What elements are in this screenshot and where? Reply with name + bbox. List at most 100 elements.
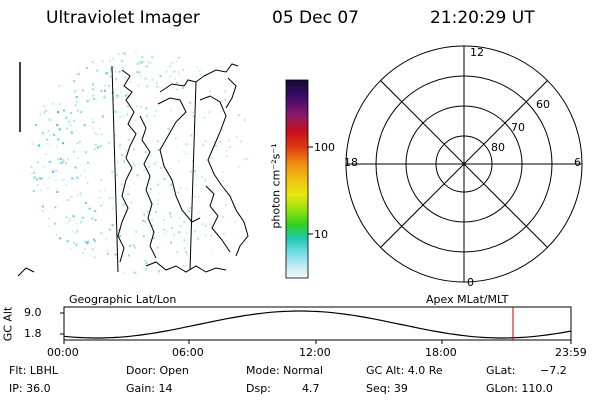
emission-speckle xyxy=(94,210,97,213)
emission-speckle xyxy=(157,202,160,205)
emission-speckle xyxy=(34,96,36,99)
emission-speckle xyxy=(251,230,254,233)
emission-speckle xyxy=(65,50,68,53)
emission-speckle xyxy=(146,115,149,118)
emission-speckle xyxy=(94,219,97,221)
emission-speckle xyxy=(209,223,212,226)
emission-speckle xyxy=(129,245,132,247)
emission-speckle xyxy=(85,50,88,53)
emission-speckle xyxy=(204,140,207,142)
emission-speckle xyxy=(43,111,46,114)
ip-info: IP: 36.0 xyxy=(9,382,51,395)
emission-speckle xyxy=(127,138,130,141)
emission-speckle xyxy=(118,235,121,238)
dsp-value: 4.7 xyxy=(302,382,320,395)
emission-speckle xyxy=(208,111,211,114)
emission-speckle xyxy=(158,192,161,195)
geographic-map xyxy=(30,50,255,275)
emission-speckle xyxy=(69,56,72,59)
emission-speckle xyxy=(210,234,213,237)
emission-speckle xyxy=(152,231,155,234)
emission-speckle xyxy=(100,89,103,92)
emission-speckle xyxy=(178,56,181,59)
emission-speckle xyxy=(71,252,74,255)
emission-speckle xyxy=(39,177,42,180)
emission-speckle xyxy=(67,199,70,202)
emission-speckle xyxy=(130,201,133,204)
emission-speckle xyxy=(213,61,216,64)
emission-speckle xyxy=(122,52,125,54)
emission-speckle xyxy=(225,149,228,152)
emission-speckle xyxy=(240,140,243,143)
emission-speckle xyxy=(109,75,112,78)
emission-speckle xyxy=(177,70,180,73)
emission-speckle xyxy=(152,237,155,239)
emission-speckle xyxy=(122,203,125,206)
emission-speckle xyxy=(34,78,37,81)
emission-speckle xyxy=(38,146,41,149)
emission-speckle xyxy=(48,176,51,179)
emission-speckle xyxy=(163,228,166,231)
emission-speckle xyxy=(69,248,72,251)
emission-speckle xyxy=(186,242,189,245)
emission-speckle xyxy=(76,142,79,145)
emission-speckle xyxy=(86,100,89,103)
emission-speckle xyxy=(75,73,78,76)
emission-speckle xyxy=(68,67,71,70)
emission-speckle xyxy=(236,135,238,138)
emission-speckle xyxy=(143,266,146,269)
mode-info: Mode: Normal xyxy=(246,364,323,377)
orbit-xtick-label: 23:59 xyxy=(555,346,587,359)
instrument-title: Ultraviolet Imager xyxy=(46,8,200,28)
emission-speckle xyxy=(74,90,77,93)
emission-speckle xyxy=(92,83,94,86)
emission-speckle xyxy=(185,143,188,146)
emission-speckle xyxy=(173,233,176,236)
emission-speckle xyxy=(156,140,159,143)
emission-speckle xyxy=(195,184,198,187)
emission-speckle xyxy=(37,74,40,77)
emission-speckle xyxy=(30,255,33,258)
emission-speckle xyxy=(110,67,113,70)
emission-speckle xyxy=(126,93,129,96)
emission-speckle xyxy=(147,61,150,63)
emission-speckle xyxy=(201,176,203,179)
emission-speckle xyxy=(56,145,58,148)
emission-speckle xyxy=(108,84,111,87)
emission-speckle xyxy=(135,230,138,233)
emission-speckle xyxy=(114,110,117,113)
emission-speckle xyxy=(117,52,120,55)
emission-speckle xyxy=(58,103,61,106)
emission-speckle xyxy=(33,59,36,62)
orbit-xtick-label: 12:00 xyxy=(299,346,331,359)
orbit-xtick-label: 00:00 xyxy=(47,346,79,359)
emission-speckle xyxy=(51,58,54,61)
emission-speckle xyxy=(207,52,210,55)
emission-speckle xyxy=(224,90,227,93)
emission-speckle xyxy=(115,77,118,80)
polar-grid xyxy=(345,45,583,283)
emission-speckle xyxy=(204,55,207,58)
emission-speckle xyxy=(55,179,58,182)
emission-speckle xyxy=(77,263,80,266)
emission-speckle xyxy=(100,133,103,136)
emission-speckle xyxy=(108,228,111,231)
emission-speckle xyxy=(77,73,80,76)
emission-speckle xyxy=(151,56,154,59)
emission-speckle xyxy=(74,166,77,169)
emission-speckle xyxy=(49,52,52,55)
emission-speckle xyxy=(148,165,151,168)
emission-speckle xyxy=(37,161,39,164)
emission-speckle xyxy=(32,80,35,83)
emission-speckle xyxy=(79,111,82,114)
emission-speckle xyxy=(38,235,41,238)
emission-speckle xyxy=(72,178,75,181)
emission-speckle xyxy=(56,188,59,191)
emission-speckle xyxy=(127,185,130,188)
emission-speckle xyxy=(144,268,147,271)
emission-speckle xyxy=(66,240,69,243)
emission-speckle xyxy=(85,201,88,204)
emission-speckle xyxy=(151,224,154,227)
emission-speckle xyxy=(170,183,173,186)
emission-speckle xyxy=(143,213,146,216)
